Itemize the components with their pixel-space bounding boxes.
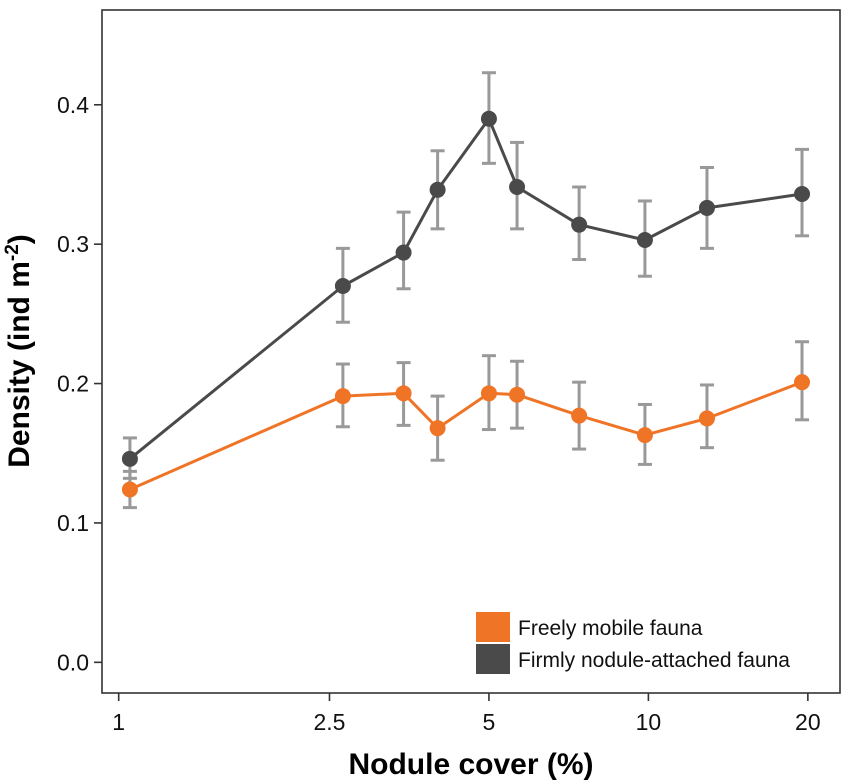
- x-tick-label: 5: [483, 709, 496, 735]
- series-freely-mobile: [121, 340, 811, 510]
- data-point: [794, 374, 811, 391]
- y-tick-label: 0.0: [57, 649, 89, 675]
- legend-key-freely-mobile: [476, 612, 510, 642]
- series-firmly-attached: [121, 71, 811, 480]
- data-point: [121, 450, 138, 467]
- data-point: [480, 385, 497, 402]
- plot-panel-border: [101, 9, 841, 694]
- y-axis-title: Density (ind m-2): [2, 234, 36, 468]
- y-axis-title-close: ): [3, 234, 36, 244]
- data-point: [571, 407, 588, 424]
- data-point: [480, 110, 497, 127]
- data-point: [395, 244, 412, 261]
- y-tick-label: 0.3: [57, 231, 89, 257]
- data-point: [636, 427, 653, 444]
- series-layer: [121, 71, 811, 510]
- data-point: [698, 410, 715, 427]
- x-tick-label: 1: [112, 709, 125, 735]
- series-line: [129, 380, 803, 491]
- data-point: [121, 481, 138, 498]
- legend-label-firmly-attached: Firmly nodule-attached fauna: [518, 649, 790, 672]
- data-point: [698, 199, 715, 216]
- legend-label-freely-mobile: Freely mobile fauna: [518, 617, 703, 640]
- y-tick-label: 0.1: [57, 510, 89, 536]
- y-axis-ticks: 0.0 0.1 0.2 0.3 0.4: [57, 92, 102, 675]
- data-point: [636, 231, 653, 248]
- data-point: [334, 388, 351, 405]
- x-axis-ticks: 1 2.5 5 10 20: [112, 693, 821, 735]
- x-tick-label: 2.5: [313, 709, 345, 735]
- y-axis-title-main: Density (ind m: [3, 261, 36, 468]
- legend-key-firmly-attached: [476, 644, 510, 674]
- data-point: [509, 179, 526, 196]
- data-point: [429, 420, 446, 437]
- x-axis-title: Nodule cover (%): [348, 748, 593, 781]
- data-point: [334, 277, 351, 294]
- x-tick-label: 20: [795, 709, 821, 735]
- data-point: [571, 216, 588, 233]
- y-tick-label: 0.2: [57, 371, 89, 397]
- data-point: [395, 385, 412, 402]
- series-line: [128, 117, 803, 460]
- legend: Freely mobile fauna Firmly nodule-attach…: [476, 612, 790, 674]
- y-axis-title-superscript: -2: [2, 244, 23, 261]
- x-tick-label: 10: [636, 709, 662, 735]
- data-point: [794, 185, 811, 202]
- data-point: [429, 181, 446, 198]
- y-tick-label: 0.4: [57, 92, 89, 118]
- data-point: [509, 386, 526, 403]
